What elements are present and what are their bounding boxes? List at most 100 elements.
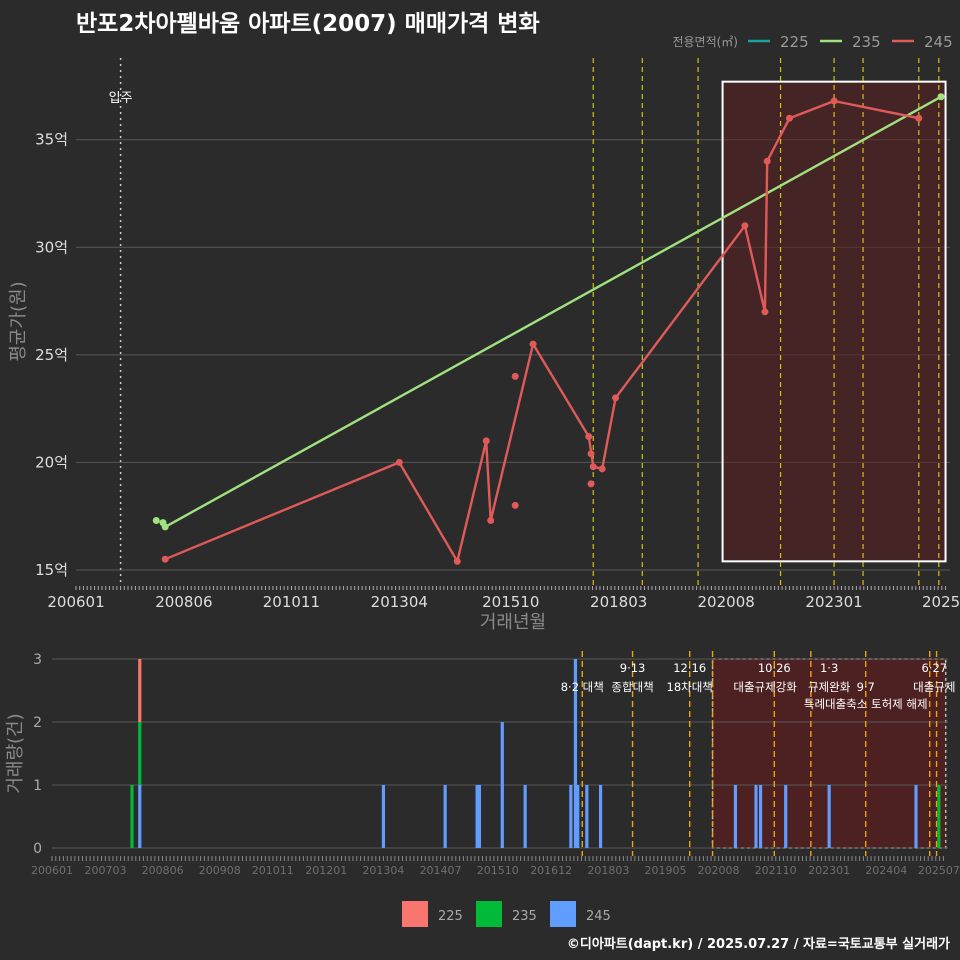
policy-label: 6·27 [921, 661, 947, 675]
data-point-245 [915, 114, 923, 122]
bar-235 [138, 722, 142, 785]
bar-x-tick-label: 200703 [84, 864, 126, 877]
series-line-235 [164, 95, 942, 528]
policy-label: 1·3 [820, 661, 838, 675]
data-point-245 [830, 97, 838, 105]
policy-label: 대출규제 [913, 680, 955, 694]
bar-x-tick-label: 200908 [199, 864, 241, 877]
data-point-245 [529, 340, 537, 348]
bar-245 [500, 722, 504, 848]
bar-245 [827, 785, 831, 848]
bar-x-tick-label: 202507 [918, 864, 960, 877]
bar-245 [569, 785, 573, 848]
chart-title: 반포2차아펠바움 아파트(2007) 매매가격 변화 [76, 11, 540, 37]
y-tick-label: 30억 [35, 238, 68, 256]
bar-x-tick-label: 201612 [530, 864, 572, 877]
data-point-235 [152, 516, 160, 524]
bar-x-tick-label: 201407 [420, 864, 462, 877]
bar-legend-swatch-245 [550, 901, 576, 927]
bar-x-tick-label: 202301 [808, 864, 850, 877]
y-tick-label: 15억 [35, 561, 68, 579]
bar-245 [576, 785, 580, 848]
data-point-235 [161, 523, 169, 531]
bar-245 [754, 785, 758, 848]
bar-x-tick-label: 201803 [587, 864, 629, 877]
bar-245 [443, 785, 447, 848]
data-point-245 [161, 555, 169, 563]
policy-label: 12·16 [673, 661, 706, 675]
bar-245 [758, 785, 763, 848]
bar-x-tick-label: 200806 [142, 864, 184, 877]
policy-label: 10·26 [758, 661, 791, 675]
series-line-245 [164, 99, 920, 563]
bar-225 [138, 659, 142, 722]
legend-title: 전용면적(㎡) [672, 35, 738, 49]
x-tick-label: 201011 [263, 593, 320, 611]
policy-label: 규제완화 [808, 680, 851, 694]
bar-legend-label-245: 245 [586, 909, 611, 924]
bar-x-tick-label: 201011 [252, 864, 294, 877]
top-legend: 전용면적(㎡) 225 235 245 [672, 33, 952, 51]
x-tick-label: 201803 [590, 593, 647, 611]
bottom-panel: 0 1 2 3 8·2 대책 9·13 종합대책 12·16 18차대책 10·26 대출규제강화 1… [5, 651, 960, 877]
top-panel: 15억 20억 25억 30억 35억 입주 200601 200806 201011 20130… [8, 33, 960, 633]
data-point-245 [511, 501, 519, 509]
data-point-245 [741, 222, 749, 230]
bar-245 [573, 659, 578, 848]
bottom-legend: 225 235 245 [402, 901, 611, 927]
data-point-245 [395, 458, 403, 466]
data-point-245 [585, 433, 593, 441]
data-point-245 [487, 516, 495, 524]
data-point-235 [937, 93, 945, 101]
policy-label: 18차대책 [667, 680, 713, 694]
x-tick-label: 200806 [155, 593, 212, 611]
y-axis-title: 평균가(원) [8, 281, 29, 361]
x-tick-label: 202301 [805, 593, 862, 611]
bar-235 [937, 785, 941, 848]
policy-label: 종합대책 [611, 680, 653, 694]
legend-label-245: 245 [924, 33, 953, 51]
data-point-245 [589, 463, 597, 471]
data-point-245 [587, 480, 595, 488]
x-tick-label: 202008 [698, 593, 755, 611]
x-tick-label: 201510 [482, 593, 539, 611]
bar-245 [914, 785, 918, 848]
legend-label-235: 235 [852, 33, 881, 51]
bar-legend-swatch-235 [476, 901, 502, 927]
bar-x-tick-label: 202404 [865, 864, 907, 877]
bar-legend-label-225: 225 [438, 909, 463, 924]
bar-x-tick-label: 202110 [755, 864, 797, 877]
data-point-245 [785, 114, 793, 122]
policy-label: 특례대출축소 토허제 해제 [804, 697, 928, 711]
bar-y-tick-label: 2 [33, 715, 42, 731]
bar-legend-swatch-225 [402, 901, 428, 927]
x-tick-label: 201304 [371, 593, 428, 611]
bar-y-tick-label: 1 [33, 778, 42, 794]
data-point-245 [587, 450, 595, 458]
data-point-245 [598, 465, 606, 473]
y-tick-label: 35억 [35, 131, 68, 149]
bar-y-axis-title: 거래량(건) [5, 713, 26, 793]
x-tick-label: 2025 [922, 593, 960, 611]
bar-x-tick-label: 201510 [477, 864, 519, 877]
bar-245 [733, 785, 738, 848]
data-point-245 [482, 437, 490, 445]
data-point-245 [612, 394, 620, 402]
bar-235 [130, 785, 134, 848]
data-point-245 [511, 372, 519, 380]
x-axis-title: 거래년월 [480, 612, 546, 633]
credit-text: ©디아파트(dapt.kr) / 2025.07.27 / 자료=국토교통부 실… [566, 937, 950, 952]
data-point-245 [453, 557, 461, 565]
legend-label-225: 225 [780, 33, 809, 51]
bar-legend-label-235: 235 [512, 909, 537, 924]
bar-245 [523, 785, 527, 848]
bar-x-tick-label: 201905 [644, 864, 686, 877]
bar-245 [381, 785, 386, 848]
x-tick-label: 200601 [47, 593, 104, 611]
bar-245 [784, 785, 788, 848]
bar-245 [585, 785, 589, 848]
bar-245 [598, 785, 603, 848]
bar-x-tick-label: 201201 [305, 864, 347, 877]
bar-x-tick-label: 201304 [362, 864, 404, 877]
bar-245 [138, 785, 142, 848]
